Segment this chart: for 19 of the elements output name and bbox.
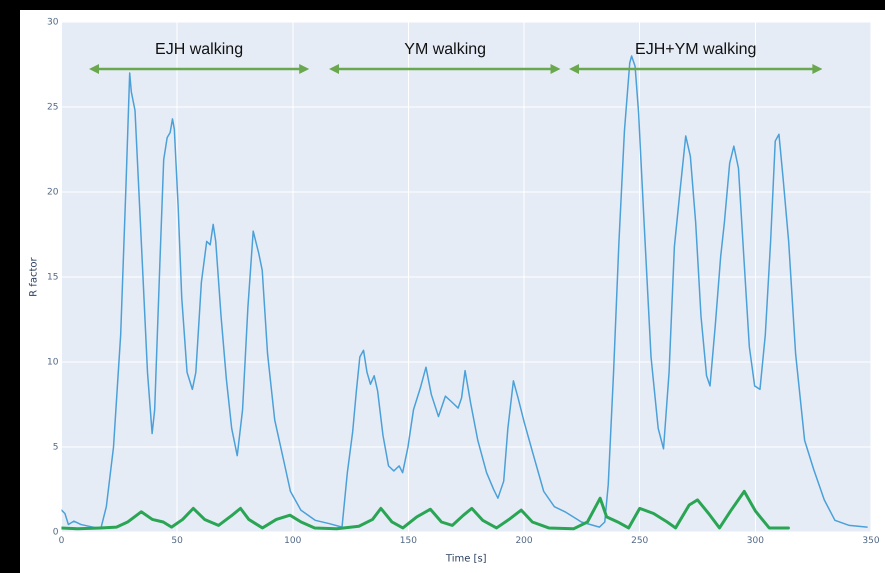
- x-tick-label: 250: [631, 536, 649, 546]
- y-tick-label: 10: [47, 357, 59, 368]
- x-tick-label: 200: [515, 536, 533, 546]
- x-tick-label: 350: [862, 536, 880, 546]
- annotation: EJH+YM walking: [635, 41, 756, 58]
- annotation: YM walking: [404, 41, 486, 58]
- y-tick-label: 15: [47, 272, 58, 282]
- x-tick-label: 150: [400, 536, 418, 546]
- x-tick-label: 300: [746, 536, 764, 546]
- y-tick-label: 25: [47, 102, 58, 112]
- y-tick-label: 5: [52, 442, 58, 453]
- x-tick-label: 100: [284, 536, 302, 546]
- y-tick-label: 0: [52, 528, 59, 538]
- x-tick-label: 50: [171, 536, 184, 546]
- annotation: EJH walking: [155, 41, 244, 58]
- y-tick-label: 20: [47, 187, 59, 198]
- y-tick-label: 30: [47, 17, 59, 28]
- y-axis-title: R factor: [28, 256, 40, 297]
- x-axis-title: Time [s]: [444, 554, 487, 565]
